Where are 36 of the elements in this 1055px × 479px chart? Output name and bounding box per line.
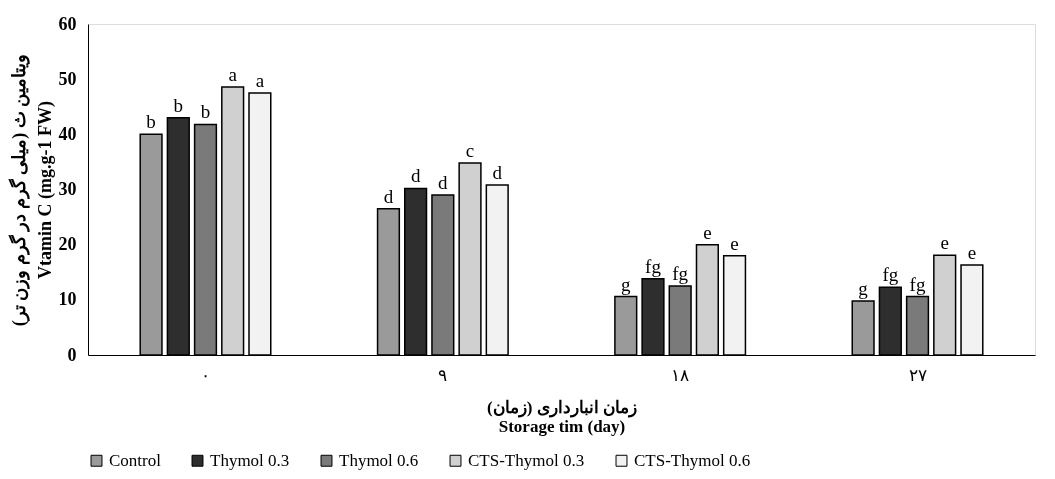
y-tick-label: 30 bbox=[58, 179, 77, 199]
data-label: fg bbox=[645, 255, 662, 277]
data-label: e bbox=[940, 232, 949, 254]
data-label: a bbox=[228, 63, 238, 85]
data-label: e bbox=[730, 232, 739, 254]
y-tick-label: 60 bbox=[58, 13, 77, 34]
legend-label: Control bbox=[109, 450, 162, 470]
y-tick-label: 40 bbox=[58, 123, 77, 144]
data-label: fg bbox=[882, 264, 899, 286]
data-label: d bbox=[383, 185, 394, 207]
data-label: a bbox=[255, 69, 265, 91]
data-label: b bbox=[173, 94, 184, 116]
legend-label: Thymol 0.6 bbox=[339, 450, 419, 470]
x-tick-label: ۱۸ bbox=[671, 365, 690, 385]
y-tick-label: 0 bbox=[67, 344, 77, 365]
legend-label: Thymol 0.3 bbox=[210, 450, 290, 470]
data-label: b bbox=[200, 101, 211, 123]
data-label: g bbox=[621, 273, 632, 295]
data-label: e bbox=[703, 221, 712, 243]
legend-label: CTS-Thymol 0.3 bbox=[468, 450, 585, 470]
data-label: e bbox=[967, 242, 977, 264]
x-tick-label: ۹ bbox=[438, 365, 448, 385]
data-label: g bbox=[858, 277, 869, 299]
data-label: c bbox=[465, 140, 475, 162]
data-label: d bbox=[492, 162, 503, 184]
x-tick-label: ۰ bbox=[200, 365, 210, 385]
legend-label: CTS-Thymol 0.6 bbox=[634, 450, 751, 470]
data-label: b bbox=[146, 111, 156, 133]
data-label: fg bbox=[672, 263, 689, 285]
data-label: d bbox=[410, 165, 421, 187]
y-tick-label: 10 bbox=[58, 289, 77, 310]
y-tick-label: 50 bbox=[58, 68, 77, 89]
y-tick-label: 20 bbox=[58, 234, 77, 255]
x-tick-label: ۲۷ bbox=[908, 365, 927, 385]
data-label: d bbox=[438, 172, 449, 194]
data-label: fg bbox=[909, 273, 926, 295]
